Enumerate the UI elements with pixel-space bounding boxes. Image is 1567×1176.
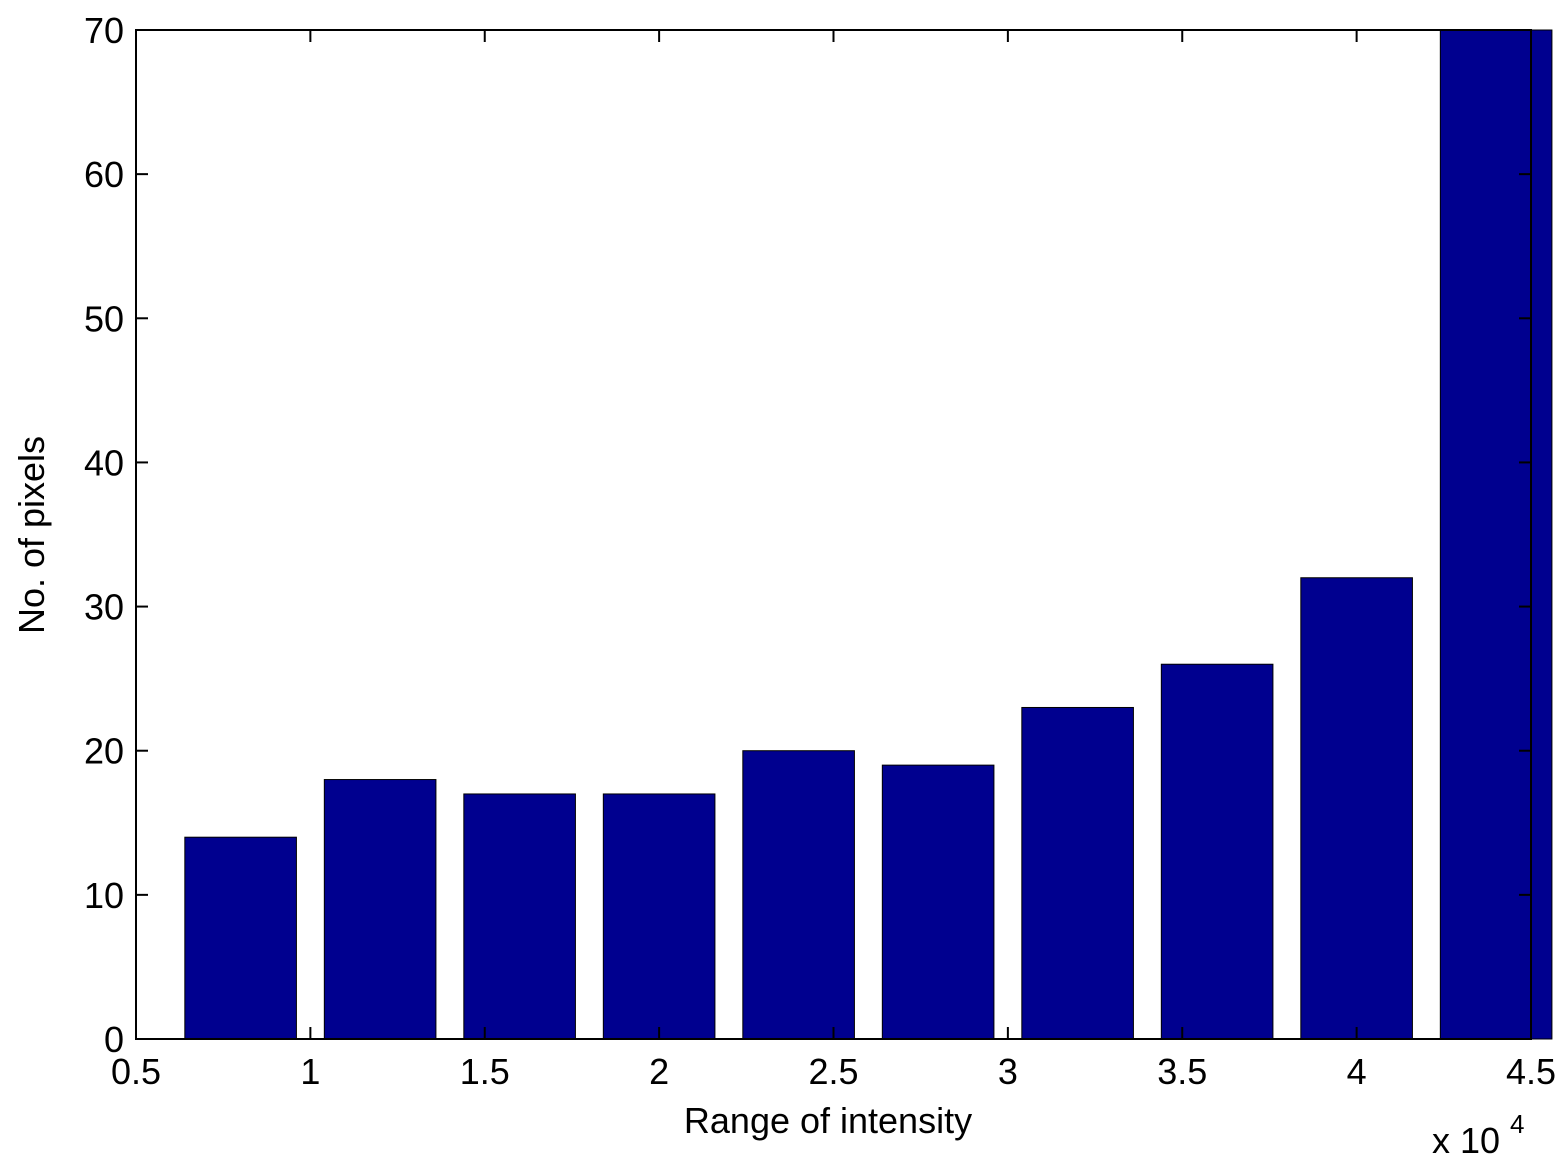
bar-9 bbox=[1300, 577, 1413, 1040]
ticks-group bbox=[135, 29, 1532, 1040]
bar-6 bbox=[881, 764, 995, 1040]
y-axis-label: No. of pixels bbox=[11, 436, 52, 634]
bar-1 bbox=[184, 836, 297, 1040]
y-tick-label: 0 bbox=[104, 1019, 124, 1060]
bars-group bbox=[184, 29, 1553, 1040]
x-multiplier-exponent: 4 bbox=[1510, 1109, 1524, 1139]
bar-5 bbox=[742, 750, 855, 1040]
x-axis-label: Range of intensity bbox=[684, 1100, 972, 1141]
bar-4 bbox=[602, 793, 716, 1040]
bar-3 bbox=[463, 793, 576, 1040]
y-tick-label: 20 bbox=[84, 731, 124, 772]
y-tick-label: 40 bbox=[84, 442, 124, 483]
x-tick-label: 3 bbox=[998, 1051, 1018, 1092]
bar-7 bbox=[1021, 706, 1134, 1040]
x-tick-label: 1.5 bbox=[460, 1051, 510, 1092]
bar-8 bbox=[1160, 663, 1274, 1040]
y-tick-label: 50 bbox=[84, 298, 124, 339]
tick-labels-group: 0.5 1 1.5 2 2.5 3 3.5 4 4.5 0 10 20 30 40 50 60 70 bbox=[84, 10, 1556, 1092]
x-tick-label: 0.5 bbox=[111, 1051, 161, 1092]
x-tick-label: 3.5 bbox=[1157, 1051, 1207, 1092]
bar-10 bbox=[1439, 29, 1553, 1040]
x-multiplier: x 10 4 bbox=[1432, 1109, 1524, 1161]
bar-2 bbox=[323, 779, 437, 1040]
y-tick-label: 70 bbox=[84, 10, 124, 51]
x-tick-label: 4 bbox=[1347, 1051, 1367, 1092]
y-tick-label: 30 bbox=[84, 587, 124, 628]
x-tick-label: 1 bbox=[300, 1051, 320, 1092]
x-tick-label: 2.5 bbox=[808, 1051, 858, 1092]
x-tick-label: 4.5 bbox=[1506, 1051, 1556, 1092]
x-tick-label: 2 bbox=[649, 1051, 669, 1092]
y-tick-label: 10 bbox=[84, 875, 124, 916]
x-multiplier-base: x 10 bbox=[1432, 1120, 1500, 1161]
y-tick-label: 60 bbox=[84, 154, 124, 195]
